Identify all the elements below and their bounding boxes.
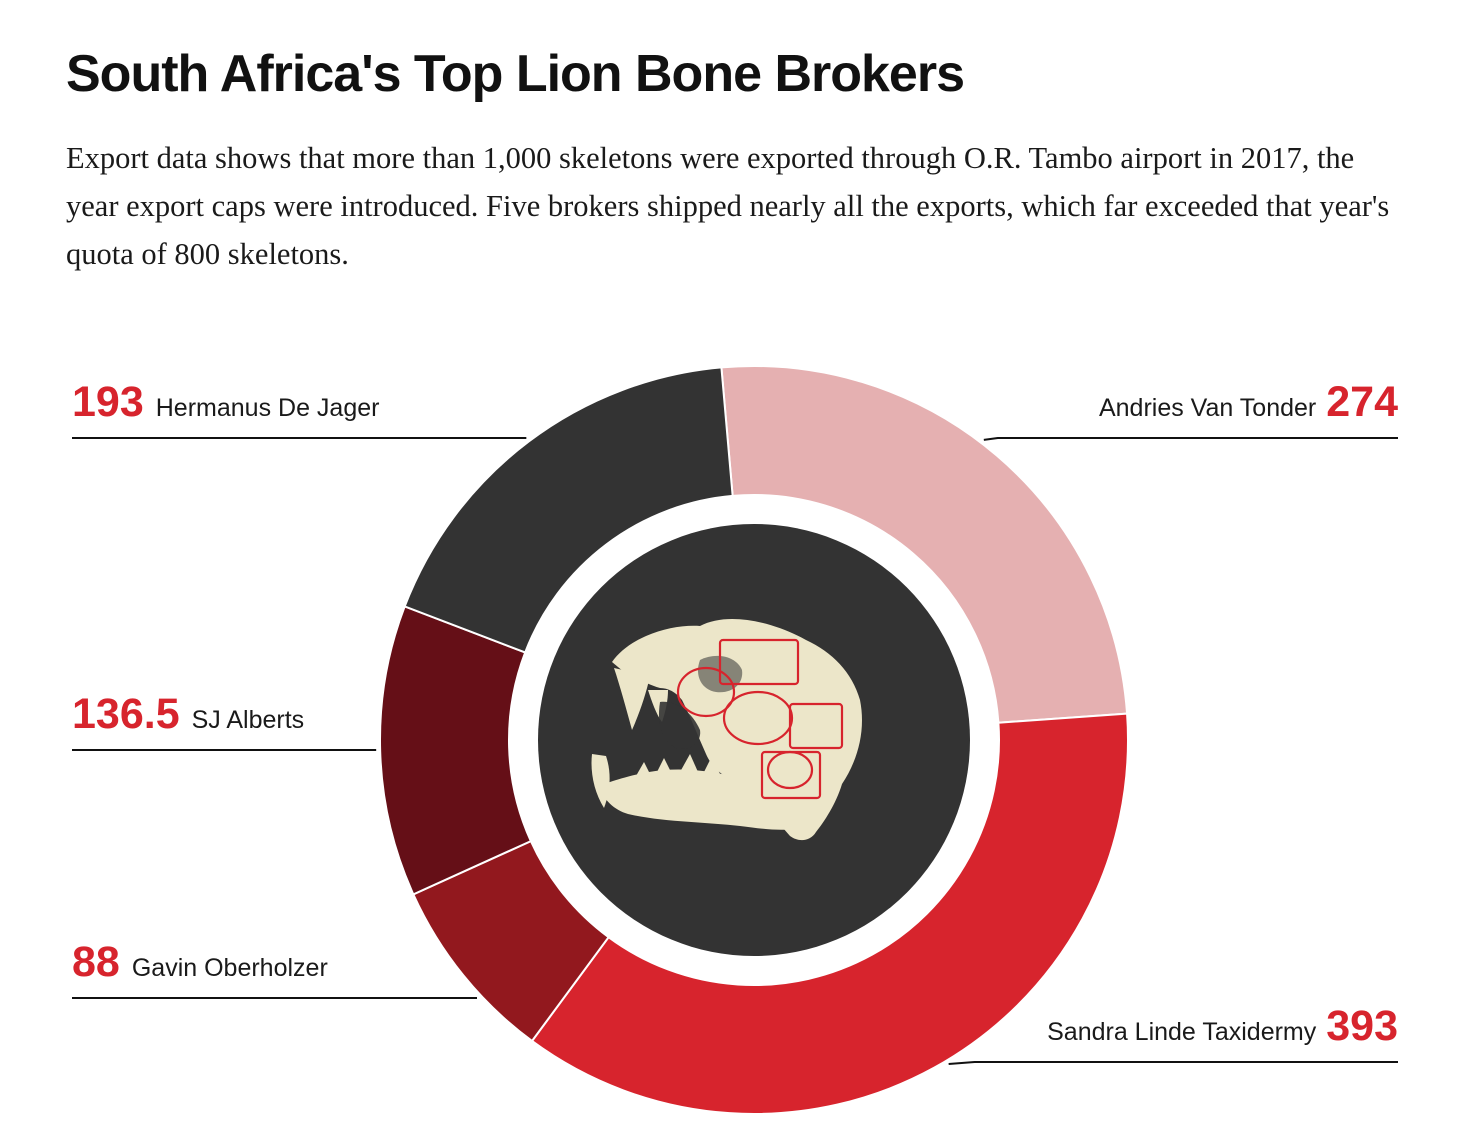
slice-sj-alberts <box>379 605 533 896</box>
name-label-andries-van-tonder: Andries Van Tonder <box>1099 394 1316 422</box>
leader-andries-van-tonder <box>983 437 1398 441</box>
slice-sandra-linde-taxidermy <box>530 712 1129 1115</box>
lion-skull-with-passport-stamps-icon <box>591 618 862 841</box>
name-label-gavin-oberholzer: Gavin Oberholzer <box>132 954 328 982</box>
slice-labels: 274 Andries Van Tonder 393 Sandra Linde Tax… <box>72 378 1398 1050</box>
value-label-gavin-oberholzer: 88 <box>72 938 120 986</box>
donut-slices <box>379 365 1129 1115</box>
value-label-sandra-linde-taxidermy: 393 <box>1326 1002 1398 1050</box>
leader-lines <box>72 437 1398 1066</box>
name-label-hermanus-de-jager: Hermanus De Jager <box>156 394 380 422</box>
name-label-sj-alberts: SJ Alberts <box>192 706 305 734</box>
slice-hermanus-de-jager <box>403 366 734 654</box>
value-label-andries-van-tonder: 274 <box>1326 378 1398 426</box>
leader-sandra-linde-taxidermy <box>948 1061 1398 1066</box>
slice-andries-van-tonder <box>720 365 1129 724</box>
chart-title: South Africa's Top Lion Bone Brokers <box>66 45 965 103</box>
value-label-hermanus-de-jager: 193 <box>72 378 144 426</box>
chart-subtitle: Export data shows that more than 1,000 s… <box>66 141 1390 271</box>
name-label-sandra-linde-taxidermy: Sandra Linde Taxidermy <box>1047 1018 1317 1046</box>
value-label-sj-alberts: 136.5 <box>72 690 180 738</box>
